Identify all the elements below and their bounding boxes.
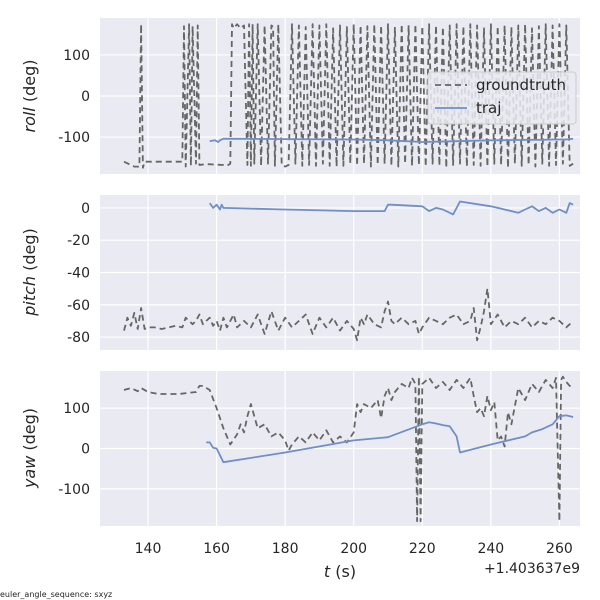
xtick-label: 180 — [272, 541, 299, 557]
x-ticks: 140 160 180 200 220 240 260 — [135, 541, 573, 557]
xtick-label: 200 — [340, 541, 367, 557]
yaw-ytick-label: 0 — [81, 442, 90, 458]
pitch-traj-line — [208, 200, 574, 216]
xtick-label: 240 — [477, 541, 504, 557]
legend: groundtruth traj — [427, 71, 577, 125]
yaw-panel: 100 0 -100 140 160 180 200 220 240 260 yaw (deg) — [20, 371, 580, 557]
yaw-ytick-label: 100 — [63, 401, 90, 417]
roll-y-ticks: 100 0 -100 — [58, 48, 90, 146]
x-axis-label: t (s) — [324, 562, 356, 581]
pitch-panel: 0 -20 -40 -60 -80 pitch (deg) — [20, 195, 580, 350]
pitch-ytick-label: -20 — [67, 233, 90, 249]
roll-ytick-label: 100 — [63, 48, 90, 64]
yaw-ylabel: yaw (deg) — [20, 408, 39, 489]
roll-traj-series — [209, 137, 574, 143]
legend-groundtruth-label: groundtruth — [476, 76, 566, 94]
yaw-groundtruth-series — [123, 375, 574, 523]
yaw-traj-series — [206, 414, 574, 464]
legend-traj-label: traj — [476, 99, 501, 117]
roll-ytick-label: -100 — [58, 130, 90, 146]
pitch-ytick-label: -60 — [67, 298, 90, 314]
pitch-groundtruth-line — [123, 287, 574, 342]
pitch-groundtruth-series — [123, 287, 574, 342]
x-offset-label: +1.403637e9 — [484, 561, 580, 577]
roll-groundtruth-series — [123, 23, 574, 169]
roll-groundtruth-line — [123, 23, 574, 169]
xtick-label: 260 — [546, 541, 573, 557]
yaw-y-ticks: 100 0 -100 — [58, 401, 90, 498]
yaw-groundtruth-line — [123, 375, 574, 523]
footer-note: euler_angle_sequence: sxyz — [0, 590, 112, 599]
pitch-ytick-label: -80 — [67, 330, 90, 346]
yaw-ytick-label: -100 — [58, 482, 90, 498]
pitch-ytick-label: 0 — [81, 201, 90, 217]
roll-ylabel: roll (deg) — [20, 60, 39, 133]
roll-traj-line — [209, 137, 574, 143]
roll-panel: 100 0 -100 roll (deg) groundtruth traj — [20, 18, 580, 174]
roll-ytick-label: 0 — [81, 89, 90, 105]
pitch-ylabel: pitch (deg) — [20, 228, 39, 317]
xtick-label: 160 — [203, 541, 230, 557]
xtick-label: 220 — [409, 541, 436, 557]
pitch-ytick-label: -40 — [67, 266, 90, 282]
pitch-y-ticks: 0 -20 -40 -60 -80 — [67, 201, 90, 346]
yaw-traj-line — [206, 414, 574, 464]
xtick-label: 140 — [135, 541, 162, 557]
pitch-grid — [100, 195, 580, 350]
pitch-traj-series — [208, 200, 574, 216]
